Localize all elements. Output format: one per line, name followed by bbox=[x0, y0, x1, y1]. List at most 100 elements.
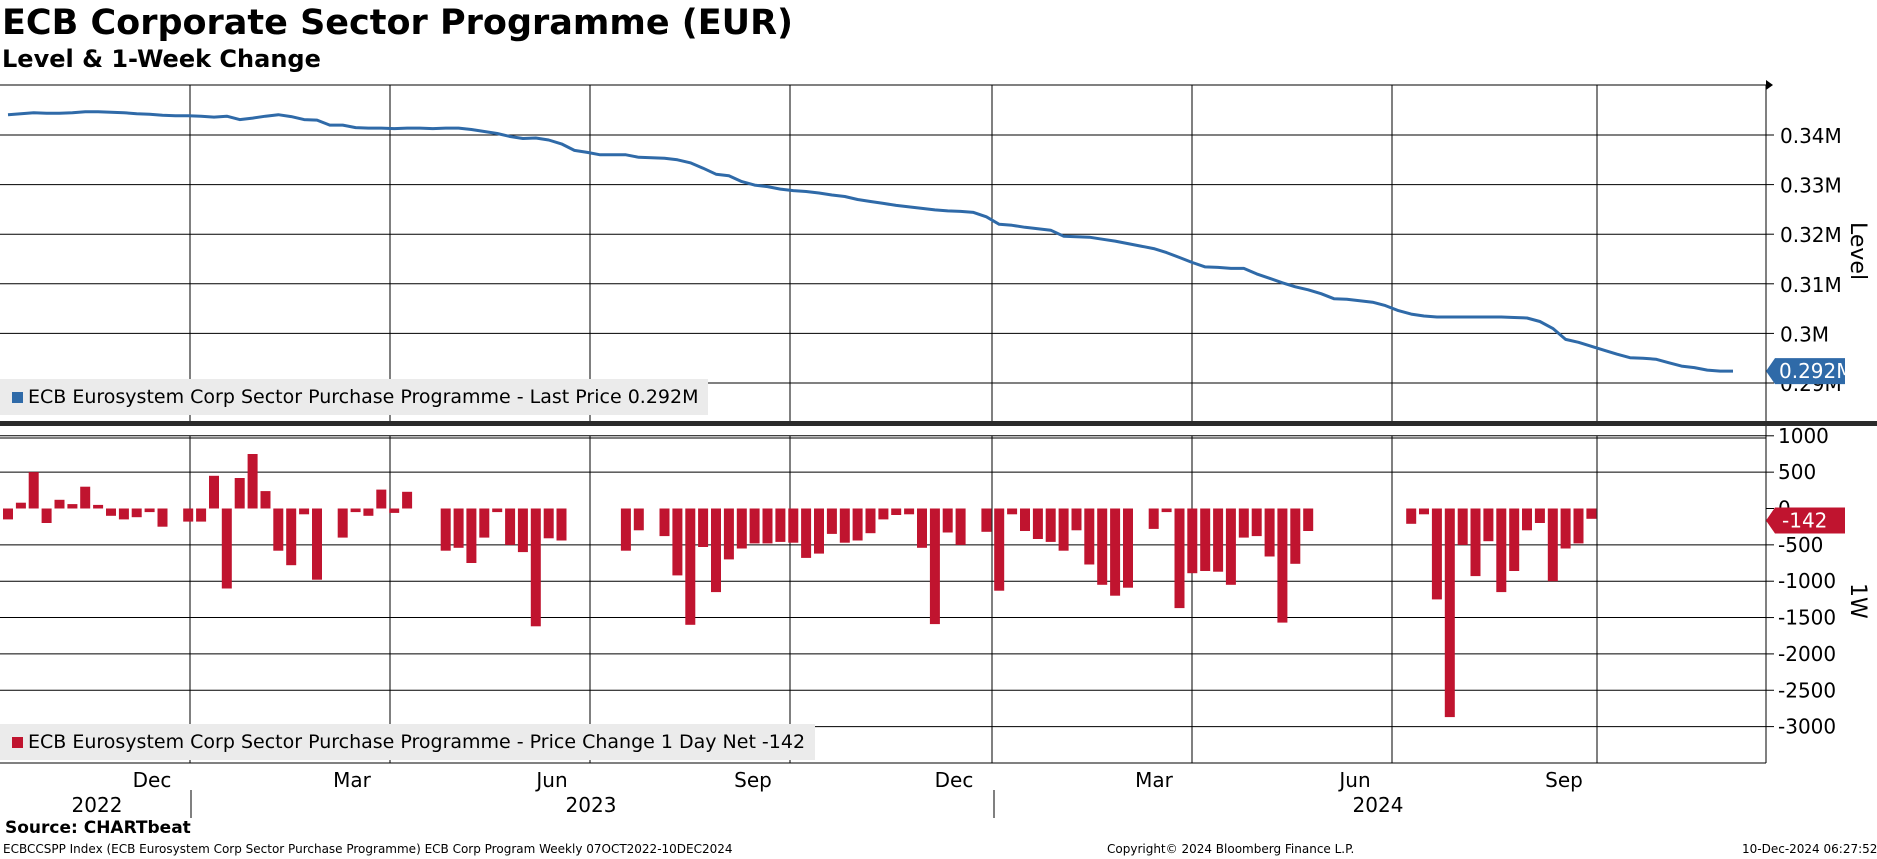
year-label: 2022 bbox=[72, 793, 123, 817]
change-bar bbox=[1097, 508, 1108, 585]
axis-labels: 0.29M0.3M0.31M0.32M0.33M0.34M-3000-2500-… bbox=[72, 124, 1870, 817]
chart-title: ECB Corporate Sector Programme (EUR) bbox=[2, 3, 794, 43]
change-bar bbox=[260, 491, 271, 509]
change-bar bbox=[1058, 508, 1069, 551]
change-bar bbox=[183, 508, 194, 522]
change-bar bbox=[479, 508, 490, 538]
change-bar bbox=[1509, 508, 1520, 571]
level-tick-label: 0.32M bbox=[1780, 223, 1842, 247]
change-bar bbox=[1444, 508, 1455, 718]
change-bar bbox=[350, 508, 361, 513]
year-label: 2024 bbox=[1353, 793, 1404, 817]
source-note: Source: CHARTbeat bbox=[5, 818, 191, 838]
change-last-value-label: -142 bbox=[1782, 509, 1827, 533]
change-bar bbox=[775, 508, 786, 542]
change-bar bbox=[15, 502, 26, 509]
upper-axis-arrow bbox=[1766, 80, 1773, 90]
month-label: Sep bbox=[734, 768, 772, 792]
change-bar bbox=[1200, 508, 1211, 571]
change-bar bbox=[363, 508, 374, 516]
change-tick-label: -1000 bbox=[1778, 569, 1836, 593]
chart-subtitle: Level & 1-Week Change bbox=[2, 45, 321, 73]
change-tick-label: -3000 bbox=[1778, 715, 1836, 739]
legend-change-label: ECB Eurosystem Corp Sector Purchase Prog… bbox=[28, 731, 806, 753]
change-bar bbox=[955, 508, 966, 545]
change-bar bbox=[1032, 508, 1043, 539]
change-bar bbox=[672, 508, 683, 576]
change-bar bbox=[1496, 508, 1507, 593]
level-tick-label: 0.3M bbox=[1780, 322, 1829, 346]
change-bar bbox=[1238, 508, 1249, 538]
change-bar bbox=[749, 508, 760, 544]
change-bar bbox=[1534, 508, 1545, 523]
change-bar bbox=[543, 508, 554, 539]
change-bar bbox=[1431, 508, 1442, 600]
change-bar bbox=[1290, 508, 1301, 564]
change-bar bbox=[286, 508, 297, 566]
change-bar bbox=[376, 489, 387, 509]
change-bar bbox=[659, 508, 670, 537]
change-bar bbox=[1084, 508, 1095, 565]
change-tick-label: -500 bbox=[1778, 533, 1823, 557]
change-axis-title: 1W bbox=[1845, 583, 1870, 619]
legend-level-swatch bbox=[12, 391, 23, 403]
change-bar bbox=[1187, 508, 1198, 574]
change-bar bbox=[517, 508, 528, 553]
month-label: Dec bbox=[935, 768, 974, 792]
level-last-value-label: 0.292M bbox=[1779, 359, 1854, 383]
level-line bbox=[7, 110, 1733, 373]
change-bar bbox=[698, 508, 709, 547]
legend-level-label: ECB Eurosystem Corp Sector Purchase Prog… bbox=[28, 386, 699, 408]
change-bar bbox=[1264, 508, 1275, 557]
ticker-description: ECBCCSPP Index (ECB Eurosystem Corp Sect… bbox=[3, 842, 733, 856]
change-bar bbox=[685, 508, 696, 625]
change-bar bbox=[736, 508, 747, 549]
change-bar bbox=[209, 475, 219, 509]
change-bar bbox=[273, 508, 284, 551]
change-bar bbox=[556, 508, 567, 541]
change-bar bbox=[106, 508, 116, 516]
change-bar bbox=[402, 491, 413, 509]
month-label: Jun bbox=[1337, 768, 1370, 792]
change-bar bbox=[1470, 508, 1481, 577]
change-bar bbox=[54, 499, 65, 509]
change-bar bbox=[1174, 508, 1185, 609]
change-bar bbox=[1161, 508, 1172, 513]
change-bar bbox=[929, 508, 940, 625]
change-bar bbox=[234, 478, 245, 509]
change-bar bbox=[1225, 508, 1236, 585]
change-bar bbox=[994, 508, 1005, 591]
change-tick-label: -2500 bbox=[1778, 678, 1836, 702]
change-bar bbox=[299, 508, 310, 515]
change-bar bbox=[1419, 508, 1429, 515]
change-bar bbox=[1522, 508, 1532, 531]
month-label: Dec bbox=[133, 768, 172, 792]
change-bar bbox=[80, 486, 91, 509]
month-label: Sep bbox=[1545, 768, 1583, 792]
change-bar bbox=[67, 504, 78, 509]
legend-level[interactable]: ECB Eurosystem Corp Sector Purchase Prog… bbox=[0, 379, 709, 415]
change-bar bbox=[1007, 508, 1018, 515]
change-bar bbox=[1020, 508, 1030, 531]
change-bar bbox=[505, 508, 516, 545]
change-bar bbox=[942, 508, 953, 533]
change-tick-label: 1000 bbox=[1778, 424, 1829, 448]
change-bar bbox=[1148, 508, 1159, 529]
change-bar bbox=[247, 454, 258, 509]
legend-change[interactable]: ECB Eurosystem Corp Sector Purchase Prog… bbox=[0, 724, 816, 760]
change-bar bbox=[93, 504, 104, 509]
change-bar bbox=[28, 472, 39, 509]
change-bar bbox=[453, 508, 464, 548]
change-series bbox=[3, 454, 1597, 718]
change-bar bbox=[865, 508, 876, 534]
change-bar bbox=[891, 508, 902, 515]
level-tick-label: 0.33M bbox=[1780, 174, 1842, 198]
change-bar bbox=[839, 508, 850, 543]
change-tick-label: 500 bbox=[1778, 460, 1816, 484]
change-tick-label: -1500 bbox=[1778, 606, 1836, 630]
change-tick-label: -2000 bbox=[1778, 642, 1836, 666]
grid-lines bbox=[0, 85, 1766, 763]
level-last-value-tag bbox=[1766, 358, 1845, 385]
change-bar bbox=[1586, 508, 1597, 519]
